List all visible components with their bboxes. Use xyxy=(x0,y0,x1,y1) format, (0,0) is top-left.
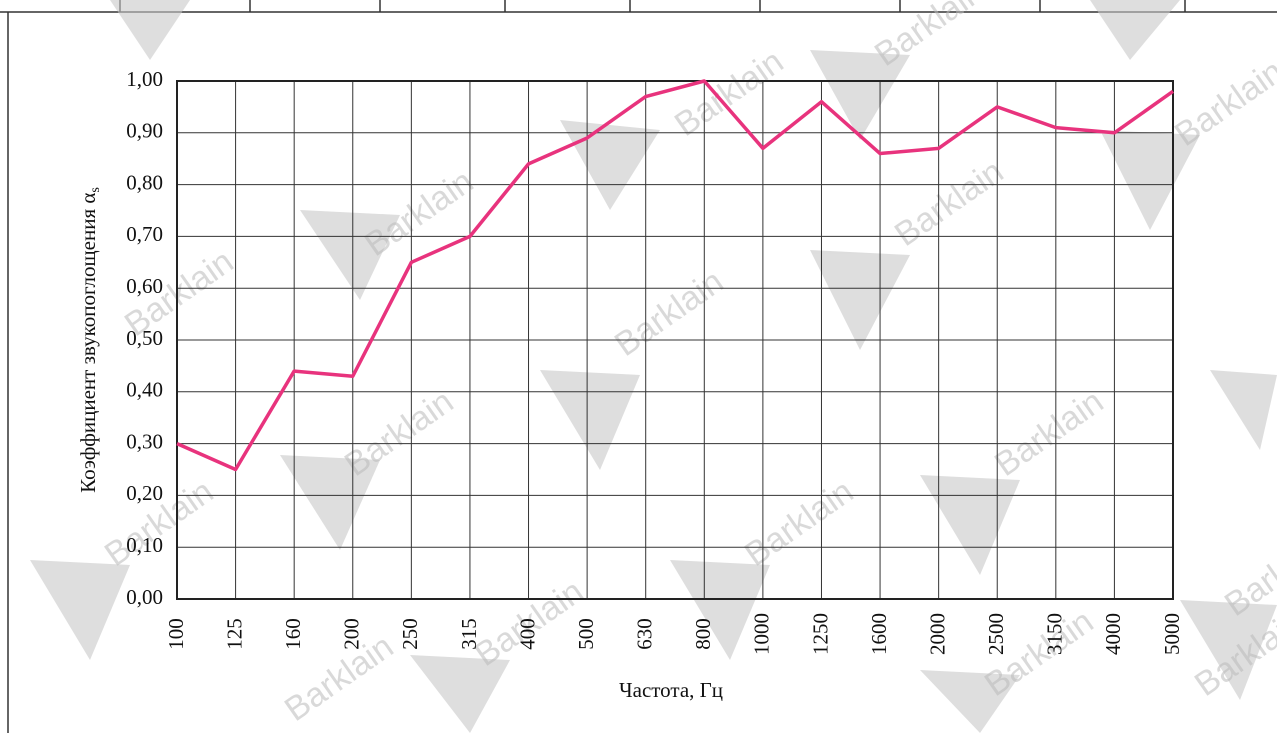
y-tick-label: 0,70 xyxy=(126,222,163,246)
y-tick-label: 0,60 xyxy=(126,274,163,298)
y-tick-label: 0,50 xyxy=(126,326,163,350)
watermark: Barklain xyxy=(738,472,860,574)
x-tick-label: 2000 xyxy=(925,613,949,655)
watermark: Barklain xyxy=(608,262,730,364)
watermark-texts: Barklain Barklain Barklain Barklain Barklain… xyxy=(98,0,1277,729)
plot-border xyxy=(176,80,1174,600)
x-tick-label: 400 xyxy=(515,618,539,650)
y-tick-label: 0,80 xyxy=(126,170,163,194)
y-axis-label-main: Коэффициент звукопоглощения α xyxy=(76,193,100,493)
x-tick-label: 250 xyxy=(398,618,422,650)
y-axis-label-subscript: s xyxy=(88,187,103,192)
watermark: Barklain xyxy=(988,382,1110,484)
x-tick-label: 100 xyxy=(164,618,188,650)
y-tick-label: 1,00 xyxy=(126,67,163,91)
x-tick-label: 200 xyxy=(340,618,364,650)
x-tick-label: 5000 xyxy=(1160,613,1184,655)
x-tick-label: 125 xyxy=(222,618,246,650)
watermark: Barklain xyxy=(1168,52,1277,154)
x-tick-label: 1000 xyxy=(750,613,774,655)
y-tick-label: 0,30 xyxy=(126,429,163,453)
x-tick-label: 2500 xyxy=(984,613,1008,655)
watermark: Barklain xyxy=(338,382,460,484)
x-tick-label: 800 xyxy=(691,618,715,650)
y-tick-label: 0,90 xyxy=(126,119,163,143)
x-tick-label: 3150 xyxy=(1043,613,1067,655)
y-tick-label: 0,00 xyxy=(126,585,163,609)
x-tick-label: 500 xyxy=(574,618,598,650)
watermark: Barklain xyxy=(358,162,480,264)
y-tick-label: 0,10 xyxy=(126,533,163,557)
x-tick-label: 1250 xyxy=(808,613,832,655)
data-line xyxy=(176,79,1175,472)
watermark-shapes xyxy=(30,0,1277,733)
y-axis-label: Коэффициент звукопоглощения αs xyxy=(76,187,103,493)
x-tick-label: 630 xyxy=(633,618,657,650)
y-tick-label: 0,20 xyxy=(126,481,163,505)
x-tick-label: 160 xyxy=(281,618,305,650)
x-tick-label: 315 xyxy=(457,618,481,650)
watermark: Barklain xyxy=(888,152,1010,254)
watermark: Barklain xyxy=(868,0,990,74)
y-tick-label: 0,40 xyxy=(126,378,163,402)
x-tick-label: 4000 xyxy=(1101,613,1125,655)
x-axis-label: Частота, Гц xyxy=(619,678,723,702)
x-tick-label: 1600 xyxy=(867,613,891,655)
plot-area: 0,00 0,10 0,20 0,30 0,40 0,50 0,60 0,70 0,80 0,90… xyxy=(126,67,1184,655)
watermark: Barklain xyxy=(668,42,790,144)
